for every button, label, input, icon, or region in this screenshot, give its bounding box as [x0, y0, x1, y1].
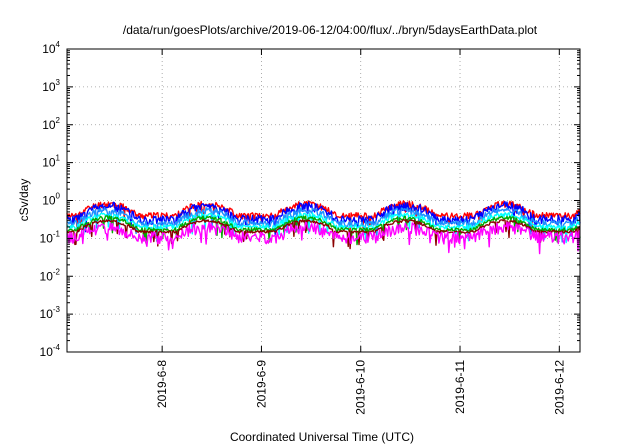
- series-line: [66, 200, 581, 233]
- x-axis: 2019-6-8 2019-6-9 2019-6-10 2019-6-11 2019-6…: [155, 49, 566, 415]
- series-lines: [66, 200, 581, 255]
- chart-title: /data/run/goesPlots/archive/2019-06-12/0…: [123, 23, 538, 37]
- x-tick-label: 2019-6-10: [354, 360, 368, 415]
- y-tick-label: 102: [42, 116, 60, 132]
- y-axis: 10-4 10-3 10-2 10-1 100 101 102 103 104: [40, 40, 580, 359]
- y-tick-label: 104: [42, 40, 60, 56]
- y-tick-label: 10-4: [40, 343, 61, 359]
- y-tick-label: 103: [42, 78, 60, 94]
- y-tick-label: 100: [42, 192, 60, 208]
- x-axis-label: Coordinated Universal Time (UTC): [230, 430, 414, 444]
- y-axis-label: cSv/day: [17, 179, 31, 222]
- series-line: [66, 221, 581, 255]
- y-tick-label: 10-1: [40, 229, 61, 245]
- series-line: [66, 206, 581, 243]
- x-tick-label: 2019-6-12: [552, 360, 566, 415]
- x-tick-label: 2019-6-11: [453, 360, 467, 414]
- y-tick-label: 10-3: [40, 305, 61, 321]
- series-line: [66, 218, 581, 250]
- y-tick-label: 101: [42, 154, 60, 170]
- y-tick-label: 10-2: [40, 267, 61, 283]
- x-tick-label: 2019-6-9: [254, 360, 268, 408]
- grid-lines: [67, 49, 580, 352]
- x-tick-label: 2019-6-8: [155, 360, 169, 408]
